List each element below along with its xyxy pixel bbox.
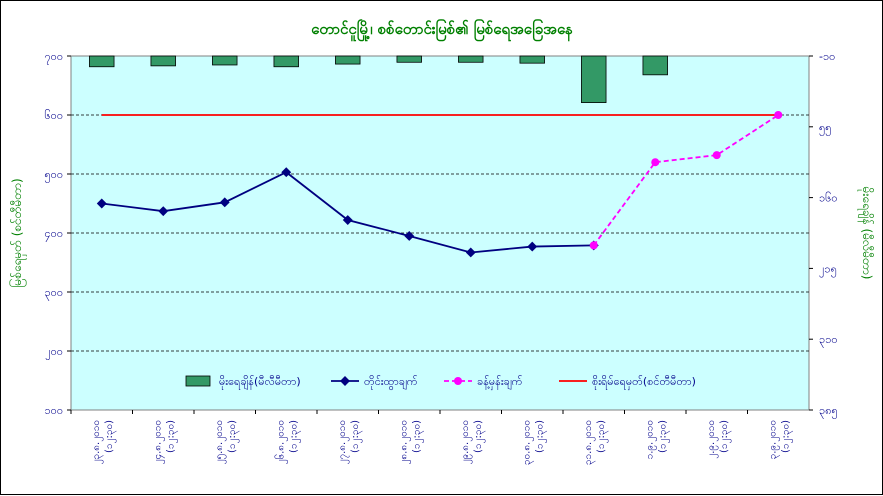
category-date-label: ၃၁.၈.၂၀၁၀	[583, 420, 596, 465]
legend-swatch-rainfall	[185, 375, 211, 387]
rainfall-bars	[89, 55, 668, 104]
category-time-label: (၁၂:၃၀)	[534, 420, 547, 453]
left-tick-label: ၃၀၀	[44, 286, 63, 301]
category-time-label: (၁၂:၃၀)	[719, 420, 732, 453]
right-tick-label: ၃၁၀	[819, 333, 838, 348]
category-time-label: (၁၂:၃၀)	[350, 420, 363, 453]
y-axis-left-label: မြစ်ရေမှတ် (စင်တီမီတာ)	[8, 178, 27, 287]
right-tick-label: ၅၅	[819, 121, 831, 136]
measured-point	[342, 215, 353, 225]
left-tick-label: ၇၀၀	[44, 50, 63, 65]
category-date-label: ၂.၉.၂၀၁၀	[706, 420, 719, 459]
measured-point	[219, 197, 230, 208]
measured-point	[158, 206, 169, 217]
measured-point	[404, 231, 415, 241]
rainfall-bar	[519, 55, 545, 64]
left-tick-label: ၂၀၀	[45, 345, 63, 360]
rainfall-bar	[335, 55, 361, 65]
legend-marker-forecast	[454, 377, 462, 385]
forecast-line	[593, 114, 779, 246]
rainfall-bar	[273, 55, 299, 68]
left-tick-label: ၄၀၀	[44, 227, 63, 242]
rainfall-bar	[581, 55, 607, 104]
rainfall-bar	[212, 55, 238, 66]
category-time-label: (၁၂:၃၀)	[473, 420, 486, 453]
category-date-label: ၂၈.၈.၂၀၁၀	[398, 420, 411, 464]
right-tick-label: ၂၁၅	[819, 262, 837, 277]
measured-point	[281, 167, 292, 178]
left-tick-label: ၁၀၀	[44, 404, 63, 417]
forecast-line-group	[589, 111, 783, 250]
category-date-label: ၂၉.၈.၂၀၁၀	[460, 420, 473, 464]
legend-label: စိုးရိမ်ရေမှတ်(စင်တီမီတာ)	[592, 375, 696, 390]
category-time-label: (၁၂:၃၀)	[104, 420, 117, 453]
category-date-label: ၃၀.၈.၂၀၁၀	[521, 420, 534, 465]
rainfall-bar	[150, 55, 176, 67]
legend-label: ခန့်မှန်းချက်	[477, 375, 523, 390]
category-time-label: (၁၂:၃၀)	[657, 420, 670, 453]
category-date-label: ၂၅.၈.၂၀၁၀	[214, 420, 227, 464]
rainfall-bar	[642, 55, 668, 76]
legend-label: တိုင်းထွာချက်	[364, 375, 418, 390]
category-date-label: ၂၇.၈.၂၀၁၀	[337, 420, 350, 464]
forecast-point	[589, 241, 598, 250]
category-date-label: ၃.၉.၂၀၁၀	[767, 420, 780, 459]
right-tick-label: -၁၀	[819, 50, 835, 63]
category-time-label: (၁၂:၃၀)	[165, 420, 178, 453]
category-time-label: (၁၂:၃၀)	[227, 420, 240, 453]
legend: မိုးရေချိန်(မီလီမီတာ) တိုင်းထွာချက် ခန့်မှ…	[185, 375, 696, 390]
category-time-label: (၁၂:၃၀)	[596, 420, 609, 453]
measured-point	[465, 247, 476, 258]
measured-point	[527, 241, 538, 252]
rainfall-bar	[89, 55, 115, 68]
legend-label: မိုးရေချိန်(မီလီမီတာ)	[219, 375, 301, 390]
category-date-label: ၁.၉.၂၀၁၀	[644, 420, 657, 459]
category-date-label: ၂၆.၈.၂၀၁၀	[273, 420, 288, 464]
forecast-point	[774, 111, 783, 119]
category-time-label: (၁၂:၃၀)	[411, 420, 424, 453]
category-date-label: ၂၄.၈.၂၀၁၀	[152, 420, 165, 464]
category-time-label: (၁၂:၃၀)	[288, 420, 301, 453]
category-time-label: (၁၂:၃၀)	[780, 420, 793, 453]
rainfall-bar	[458, 55, 484, 63]
category-labels: ၂၃.၈.၂၀၁၀ (၁၂:၃၀) ၂၄.၈.၂၀၁၀ (၁၂:၃၀) ၂၅.၈.၂၀၁…	[70, 410, 793, 465]
y-axis-right-label: မိုးရေချိန် (မီလီမီတာ)	[857, 187, 875, 280]
rainfall-bar	[396, 55, 422, 63]
chart-title: တောင်ငူမြို့၊ စစ်တောင်းမြစ်၏ မြစ်ရေအခြေအ…	[311, 18, 573, 42]
forecast-point	[712, 151, 721, 160]
forecast-point	[651, 158, 660, 167]
right-tick-label: ၃၈၅	[819, 404, 838, 419]
right-tick-label: ၁၆၀	[819, 192, 838, 205]
left-tick-label: ၆၀၀	[44, 109, 63, 122]
category-date-label: ၂၃.၈.၂၀၁၀	[91, 420, 104, 464]
legend-marker-measured	[340, 376, 350, 386]
left-tick-label: ၅၀၀	[44, 168, 63, 183]
measured-point	[96, 198, 107, 209]
left-axis-ticks: ၁၀၀ ၂၀၀ ၃၀၀ ၄၀၀ ၅၀၀ ၆၀၀ ၇၀၀	[44, 50, 71, 417]
